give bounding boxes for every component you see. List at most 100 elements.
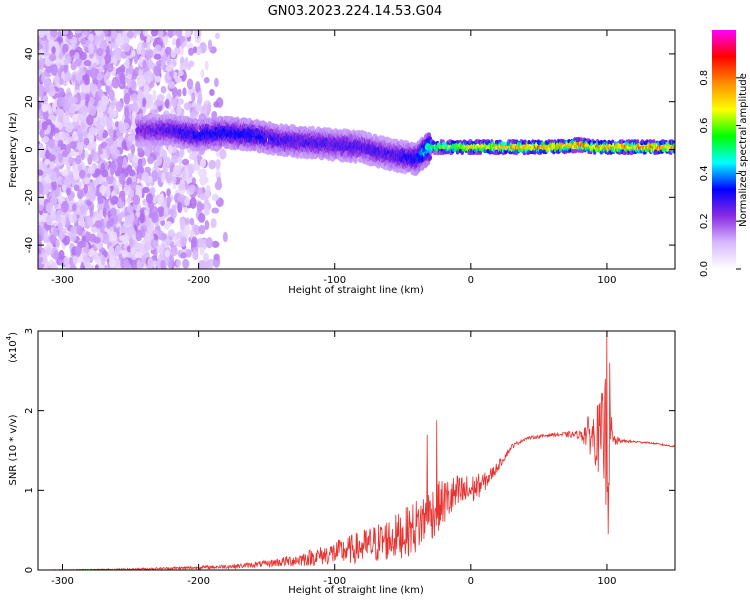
spectrogram-cell [211, 193, 219, 202]
spectrogram-cell [195, 81, 201, 93]
spectrogram-cell [203, 204, 210, 216]
spectrogram-cell [54, 108, 63, 116]
spectrogram-cell [148, 81, 155, 88]
spectrogram-cell [70, 61, 77, 71]
spectrogram-cell [205, 237, 213, 249]
spectrogram-cell [150, 211, 159, 224]
spectrogram-cell [206, 103, 211, 114]
spectrogram-cell [179, 47, 184, 56]
spectrogram-cell [118, 173, 126, 185]
spectrogram-cell [170, 49, 177, 59]
spectrogram-cell [82, 30, 89, 36]
spectrogram-cell [158, 30, 164, 39]
spectrogram-cell [134, 54, 139, 62]
spectrogram-cell [72, 255, 78, 266]
spectrogram-cell [222, 231, 228, 243]
spectrogram-cell [136, 259, 142, 269]
spectrogram-cell [199, 193, 207, 201]
spectrogram-cell [65, 216, 70, 228]
spectrogram-cell [145, 192, 154, 204]
spectrogram-cell [163, 35, 169, 46]
spectrogram-cell [98, 148, 103, 155]
spectrogram-cell [177, 194, 186, 202]
spectrogram-cell [146, 36, 151, 43]
spectrogram-cell [147, 58, 152, 68]
spectrogram-cell [126, 178, 131, 186]
spectrogram-cell [69, 230, 77, 242]
spectrogram-cell [100, 255, 106, 266]
spectrogram-cell [130, 144, 136, 155]
spectrogram-cell [106, 78, 112, 86]
spectrogram-cell [65, 101, 71, 110]
spectrogram-cell [49, 234, 57, 244]
spectrogram-cell [167, 208, 175, 215]
spectrogram-cell [80, 121, 86, 131]
spectrogram-cell [49, 196, 58, 206]
spectrogram-cell [152, 239, 157, 248]
spectrogram-cell [102, 264, 111, 269]
spectrogram-cell [79, 114, 87, 122]
spectrogram-cell [131, 111, 137, 120]
spectrogram-cell [170, 155, 179, 164]
spectrogram-cell [44, 167, 52, 176]
spectrogram-cell [125, 57, 130, 69]
spectrogram-cell [102, 207, 107, 218]
spectrogram-cell [88, 126, 97, 137]
spectrogram-cell [189, 152, 196, 160]
spectrogram-cell [189, 197, 197, 209]
spectrogram-cell [96, 47, 104, 57]
spectrogram-cell [95, 72, 103, 81]
spectrogram-cell [41, 103, 48, 113]
spectrogram-cell [61, 150, 69, 158]
spectrogram-cell [129, 211, 135, 223]
spectrogram-cell [94, 264, 100, 269]
spectrogram-cell [57, 221, 63, 232]
spectrogram-cell [83, 150, 89, 159]
spectrogram-cell [215, 32, 220, 40]
spectrogram-cell [155, 260, 162, 267]
spectrogram-cell [90, 149, 95, 159]
spectrogram-cell [154, 100, 162, 107]
spectrogram-cell [57, 139, 64, 148]
spectrogram-cell [76, 225, 83, 236]
spectrogram-cell [132, 194, 141, 206]
spectrogram-cell [61, 201, 69, 213]
spectrogram-cell [182, 258, 190, 269]
spectrogram-cell [203, 252, 210, 262]
spectrogram-cell [108, 258, 116, 269]
spectrogram-cell [150, 30, 158, 37]
spectrogram-cell [188, 47, 194, 56]
spectrogram-cell [67, 95, 74, 104]
spectrogram-cell [171, 86, 178, 98]
spectrogram-cell [59, 77, 64, 86]
spectrogram-cell [187, 163, 195, 174]
spectrogram-cell [111, 30, 118, 39]
spectrogram-cell [121, 122, 130, 130]
spectrogram-cell [144, 145, 151, 158]
spectrogram-cell [106, 64, 114, 73]
spectrogram-cell [180, 236, 187, 248]
spectrogram-cell [77, 189, 84, 200]
spectrogram-cell [106, 185, 111, 197]
spectrogram-cell [142, 30, 148, 37]
spectrogram-cell [83, 184, 89, 194]
spectrogram-cell [68, 156, 74, 164]
spectrogram-cell [113, 148, 120, 158]
spectrogram-cell [176, 231, 183, 238]
spectrogram-cell [41, 121, 48, 131]
spectrogram-cell [184, 56, 189, 67]
spectrogram-cell [87, 165, 96, 175]
spectrogram-cell [140, 213, 145, 224]
spectrogram-cell [122, 43, 131, 53]
spectrogram-cell [177, 88, 182, 98]
spectrogram-cell [135, 184, 142, 192]
spectrogram-cell [200, 158, 207, 168]
spectrogram-cell [152, 89, 157, 102]
spectrogram-cell [86, 114, 94, 126]
spectrogram-cell [72, 212, 77, 224]
spectrogram-cell [209, 89, 215, 97]
spectrogram-cell [79, 91, 86, 103]
spectrogram-cell [83, 60, 92, 67]
spectrogram-cell [65, 121, 74, 133]
